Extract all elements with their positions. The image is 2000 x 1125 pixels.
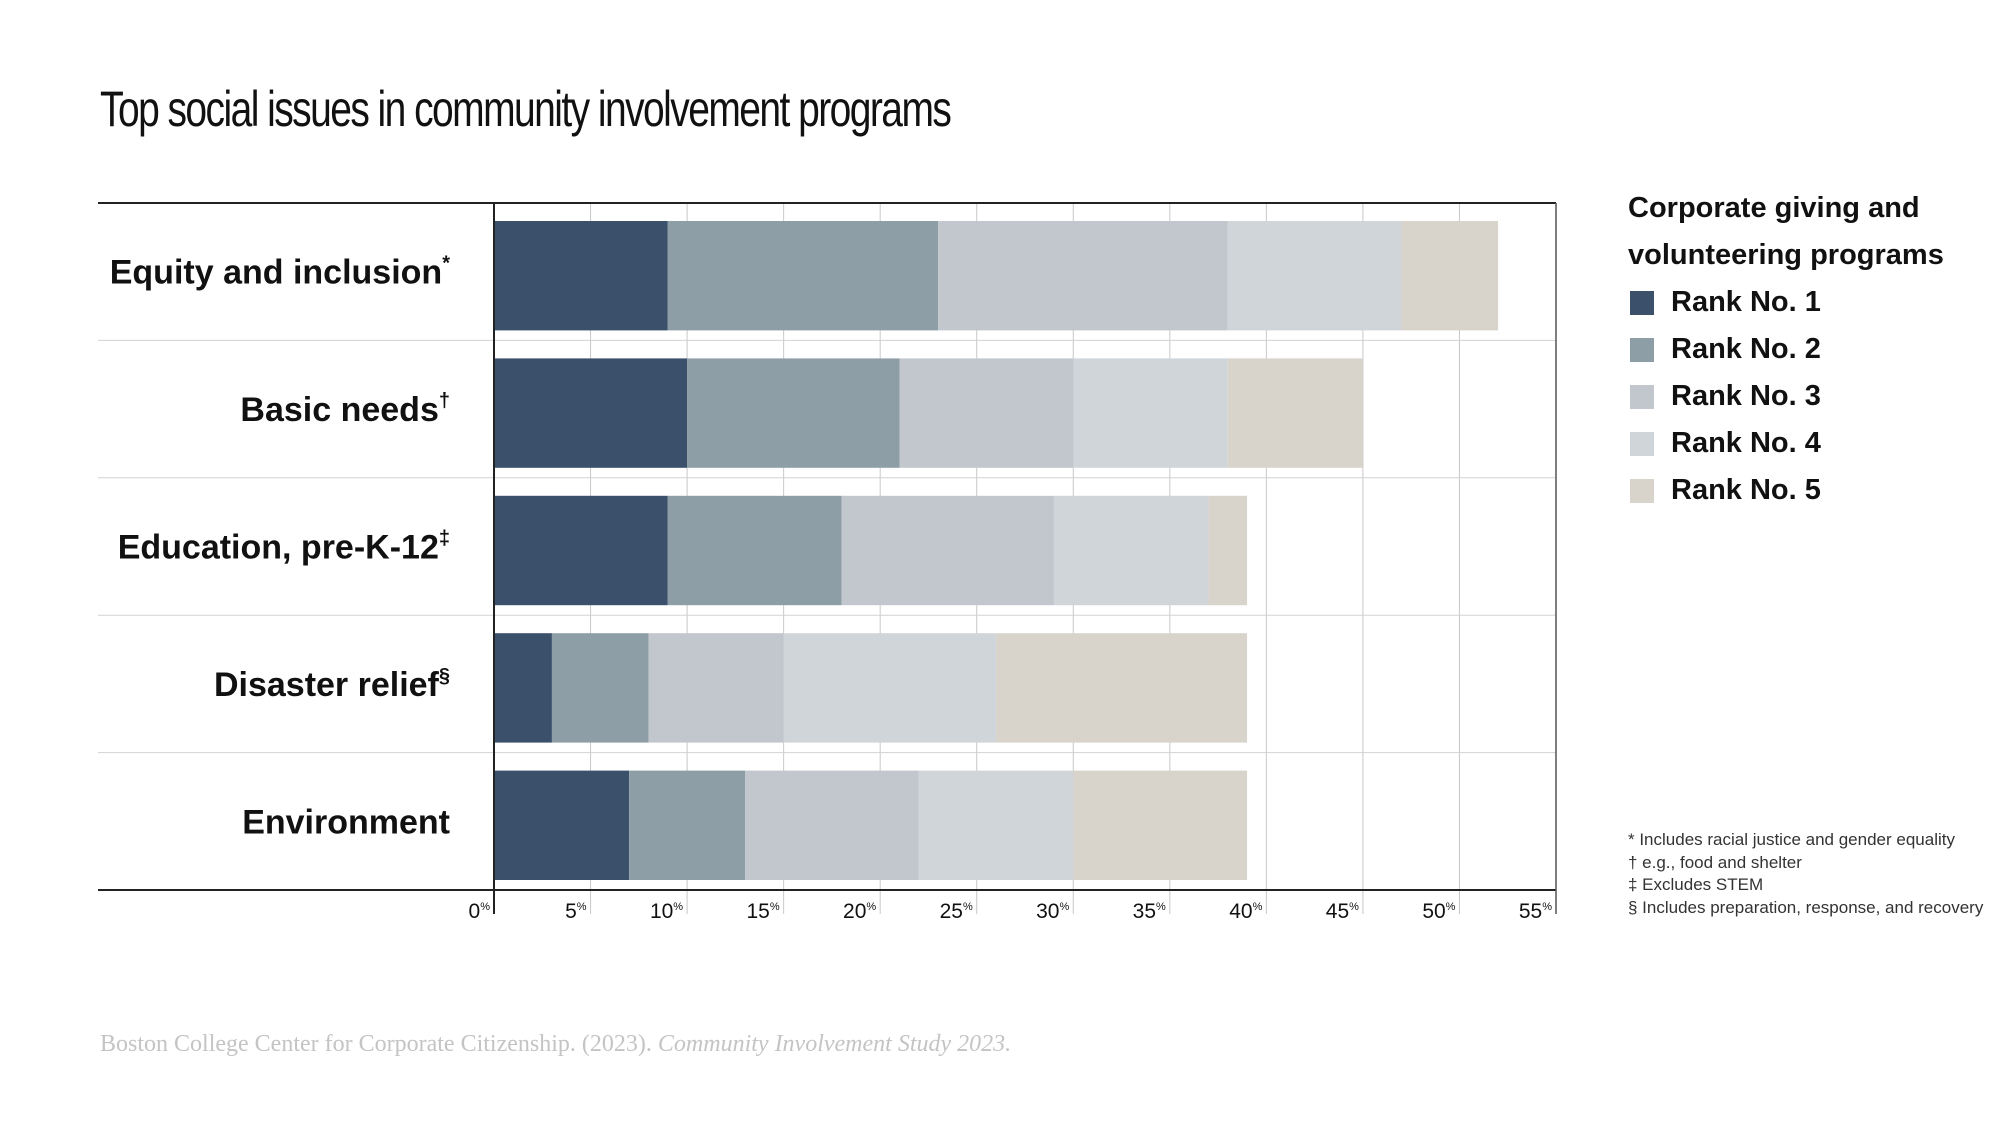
legend-swatch xyxy=(1630,384,1654,409)
bar-5-rank-3 xyxy=(745,770,919,880)
footnote-basic-needs: † e.g., food and shelter xyxy=(1628,852,1802,872)
footnote-disaster: § Includes preparation, response, and re… xyxy=(1628,897,1984,917)
bar-2-rank-4 xyxy=(1073,358,1228,468)
legend-item-rank-2: Rank No. 2 xyxy=(1628,326,1968,373)
footnote-equity: * Includes racial justice and gender equ… xyxy=(1628,830,1955,849)
x-tick-label-20: 20% xyxy=(843,900,876,923)
legend-title: Corporate giving and volunteering progra… xyxy=(1628,192,1944,271)
bar-1-rank-4 xyxy=(1227,221,1402,331)
category-label-1: Equity and inclusion* xyxy=(110,253,450,292)
legend-items: Rank No. 1 Rank No. 2 Rank No. 3 Rank No. 4… xyxy=(1628,279,1968,514)
bar-5-rank-1 xyxy=(494,770,630,880)
bar-5-rank-2 xyxy=(629,770,746,880)
x-tick-label-55: 55% xyxy=(1519,900,1552,923)
legend: Corporate giving and volunteering progra… xyxy=(1628,185,1968,514)
legend-label: Rank No. 2 xyxy=(1671,333,1821,365)
bar-5-rank-5 xyxy=(1073,770,1248,880)
x-tick-label-40: 40% xyxy=(1229,900,1262,923)
x-tick-label-5: 5% xyxy=(565,900,587,923)
legend-label: Rank No. 3 xyxy=(1671,380,1821,412)
footnotes: * Includes racial justice and gender equ… xyxy=(1628,829,1983,919)
bar-4-rank-1 xyxy=(494,633,552,743)
x-tick-label-50: 50% xyxy=(1422,900,1455,923)
legend-item-rank-5: Rank No. 5 xyxy=(1628,467,1968,514)
bar-4-rank-2 xyxy=(551,633,649,743)
bar-4-rank-4 xyxy=(783,633,997,743)
bar-3-rank-2 xyxy=(667,495,842,606)
legend-label: Rank No. 4 xyxy=(1671,427,1821,459)
bar-3-rank-4 xyxy=(1053,495,1209,606)
bar-4-rank-3 xyxy=(648,633,784,743)
bar-3-rank-5 xyxy=(1208,495,1248,606)
bar-3-rank-1 xyxy=(494,495,668,606)
legend-swatch xyxy=(1630,337,1654,362)
category-label-4: Disaster relief§ xyxy=(214,665,450,704)
x-tick-label-25: 25% xyxy=(940,900,973,923)
legend-swatch xyxy=(1630,290,1654,315)
x-tick-label-30: 30% xyxy=(1036,900,1069,923)
x-tick-label-10: 10% xyxy=(650,900,683,923)
chart-title: Top social issues in community involveme… xyxy=(100,81,952,137)
legend-swatch xyxy=(1630,431,1654,456)
legend-label: Rank No. 5 xyxy=(1671,474,1821,506)
bar-2-rank-5 xyxy=(1227,358,1363,468)
source-text: Boston College Center for Corporate Citi… xyxy=(100,1031,658,1057)
legend-swatch xyxy=(1630,478,1654,503)
footnote-education: ‡ Excludes STEM xyxy=(1628,875,1764,894)
category-label-5: Environment xyxy=(242,803,450,841)
source-italic: Community Involvement Study 2023. xyxy=(657,1031,1012,1057)
bar-1-rank-1 xyxy=(494,221,668,331)
bar-3-rank-3 xyxy=(841,495,1054,606)
bar-5-rank-4 xyxy=(918,770,1074,880)
legend-item-rank-3: Rank No. 3 xyxy=(1628,373,1968,420)
bar-1-rank-5 xyxy=(1401,221,1499,331)
x-tick-label-35: 35% xyxy=(1133,900,1166,923)
x-tick-label-0: 0% xyxy=(469,900,491,923)
category-label-3: Education, pre-K-12‡ xyxy=(118,528,450,567)
bar-4-rank-5 xyxy=(996,633,1248,743)
bar-2-rank-2 xyxy=(687,358,900,468)
bar-1-rank-3 xyxy=(938,221,1228,331)
category-label-2: Basic needs† xyxy=(240,390,450,429)
bar-2-rank-1 xyxy=(494,358,688,468)
legend-label: Rank No. 1 xyxy=(1671,286,1821,318)
legend-item-rank-1: Rank No. 1 xyxy=(1628,279,1968,326)
bar-2-rank-3 xyxy=(899,358,1074,468)
source-citation: Boston College Center for Corporate Citi… xyxy=(100,1031,1011,1058)
legend-item-rank-4: Rank No. 4 xyxy=(1628,420,1968,467)
bar-1-rank-2 xyxy=(667,221,939,331)
x-tick-label-45: 45% xyxy=(1326,900,1359,923)
x-tick-label-15: 15% xyxy=(746,900,779,923)
